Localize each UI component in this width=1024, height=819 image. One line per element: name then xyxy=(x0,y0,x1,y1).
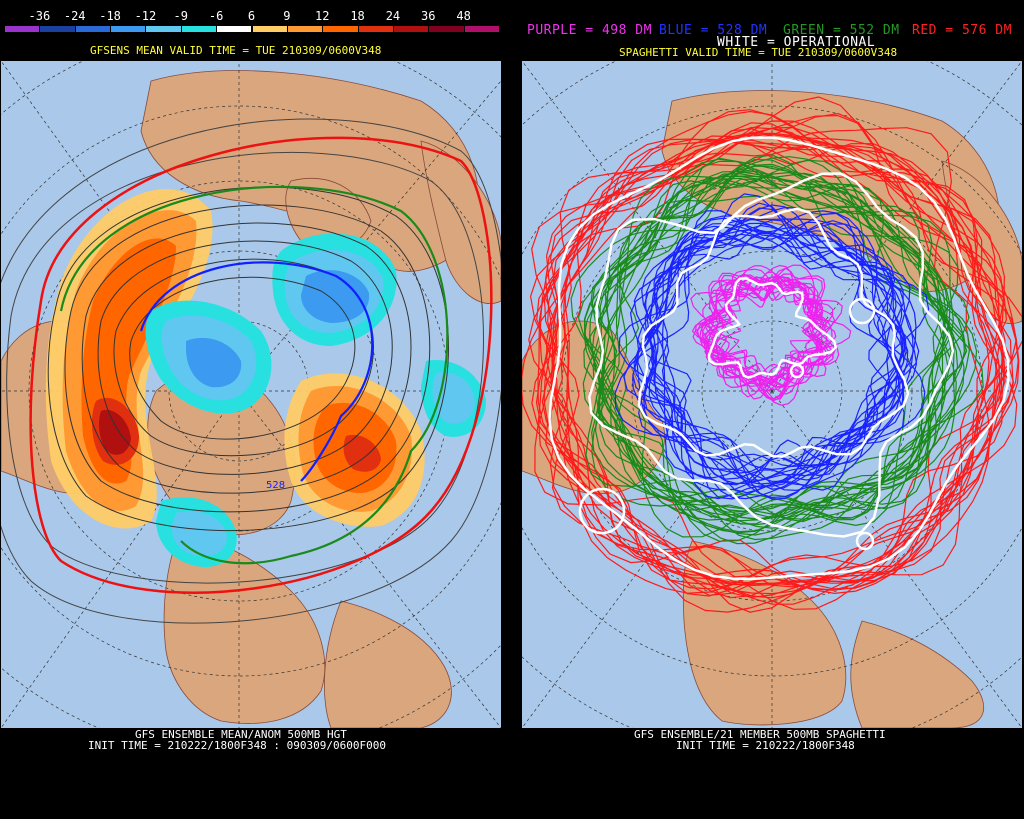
green-552-members xyxy=(570,154,984,545)
colorbar-tick-label: -12 xyxy=(134,9,157,23)
colorbar-tick-label: 48 xyxy=(456,9,471,23)
colorbar-tick-label: 9 xyxy=(283,9,291,23)
ensemble-mean-panel: -36 -24 -18 -12 -9 -6 6 9 12 18 24 36 48 GFSENS MEAN… xyxy=(0,0,502,819)
red-member-contour xyxy=(528,96,1008,585)
colorbar-swatch xyxy=(428,25,465,33)
green-552-contour xyxy=(59,185,449,565)
mean-footer-title: GFS ENSEMBLE MEAN/ANOM 500MB HGT xyxy=(135,728,347,741)
red-576-contour xyxy=(29,136,493,594)
colorbar-tick-label: -24 xyxy=(63,9,86,23)
colorbar-swatch xyxy=(39,25,76,33)
colorbar-tick-label: -36 xyxy=(28,9,51,23)
green-member-contour xyxy=(600,163,959,516)
ensemble-mean-map: 528 xyxy=(1,61,501,728)
legend-blue: BLUE = 528 DM xyxy=(659,23,768,38)
mean-valid-time: GFSENS MEAN VALID TIME = TUE 210309/0600… xyxy=(90,44,382,57)
legend-red: RED = 576 DM xyxy=(912,23,1012,38)
operational-contour xyxy=(707,277,838,379)
colorbar-swatch xyxy=(392,25,430,33)
red-member-contour xyxy=(537,132,990,585)
blue-member-contour xyxy=(637,210,930,500)
colorbar-tick-label: 18 xyxy=(350,9,365,23)
colorbar-swatch xyxy=(180,25,218,33)
operational-contour xyxy=(578,487,626,535)
blue-member-contour xyxy=(618,222,905,482)
spaghetti-valid-time: SPAGHETTI VALID TIME = TUE 210309/0600V3… xyxy=(619,46,898,59)
operational-contour xyxy=(848,297,876,325)
legend-purple: PURPLE = 498 DM xyxy=(527,23,652,38)
colorbar-tick-label: 6 xyxy=(247,9,256,23)
mean-footer-init-time: INIT TIME = 210222/1800F348 : 090309/060… xyxy=(88,739,387,752)
operational-contour xyxy=(548,136,1010,581)
colorbar-swatch xyxy=(110,25,147,33)
colorbar-swatch xyxy=(251,25,288,33)
blue-528-members xyxy=(614,193,930,500)
red-member-contour xyxy=(531,127,1006,597)
spaghetti-panel: PURPLE = 498 DM BLUE = 528 DM GREEN = 55… xyxy=(521,0,1024,819)
colorbar-swatch xyxy=(4,25,41,33)
purple-member-contour xyxy=(699,264,818,406)
colorbar-swatch xyxy=(286,25,324,33)
panel-divider xyxy=(502,0,521,819)
purple-member-contour xyxy=(704,268,827,398)
spaghetti-map-graphic xyxy=(522,61,1022,728)
colorbar-tick-label: 36 xyxy=(421,9,436,23)
colorbar-swatch xyxy=(74,25,112,33)
green-member-contour xyxy=(604,158,966,542)
red-member-contour xyxy=(539,138,1006,613)
mean-anomaly-map-graphic: 528 xyxy=(1,61,501,728)
purple-member-contour xyxy=(700,273,823,402)
spaghetti-footer-title: GFS ENSEMBLE/21 MEMBER 500MB SPAGHETTI xyxy=(634,728,886,741)
green-member-contour xyxy=(585,171,984,523)
colorbar-tick-label: 12 xyxy=(314,9,330,23)
operational-contour xyxy=(637,207,910,458)
blue-member-contour xyxy=(644,193,906,491)
contour-value-label: 528 xyxy=(266,480,285,491)
white-operational-contours xyxy=(548,136,1010,581)
colorbar-tick-label: -9 xyxy=(173,9,189,23)
blue-member-contour xyxy=(633,232,911,494)
negative-anomaly-shading xyxy=(145,233,486,567)
operational-contour xyxy=(789,363,805,379)
green-member-contour xyxy=(583,182,949,529)
red-member-contour xyxy=(538,138,1014,598)
green-member-contour xyxy=(591,185,952,541)
spaghetti-map xyxy=(522,61,1022,728)
colorbar-swatch xyxy=(145,25,182,33)
green-member-contour xyxy=(600,175,965,545)
colorbar-swatch xyxy=(322,25,359,33)
operational-contour xyxy=(855,531,875,551)
colorbar-tick-label: 24 xyxy=(385,9,401,23)
legend-white: WHITE = OPERATIONAL xyxy=(717,35,876,50)
operational-contour xyxy=(588,172,955,538)
blue-528-contour xyxy=(139,261,374,482)
legend-green: GREEN = 552 DM xyxy=(783,23,900,38)
blue-member-contour xyxy=(642,212,909,500)
colorbar-tick-label: -6 xyxy=(208,9,224,23)
spaghetti-footer-init-time: INIT TIME = 210222/1800F348 xyxy=(676,739,855,752)
green-member-contour xyxy=(577,172,970,519)
colorbar-swatch xyxy=(463,25,500,33)
colorbar-tick-label: -18 xyxy=(99,9,121,23)
green-member-contour xyxy=(591,156,978,507)
blue-member-contour xyxy=(629,220,896,491)
colorbar-swatch xyxy=(357,25,394,33)
red-member-contour xyxy=(522,109,991,590)
colorbar-swatch xyxy=(216,25,253,33)
green-member-contour xyxy=(597,170,967,521)
